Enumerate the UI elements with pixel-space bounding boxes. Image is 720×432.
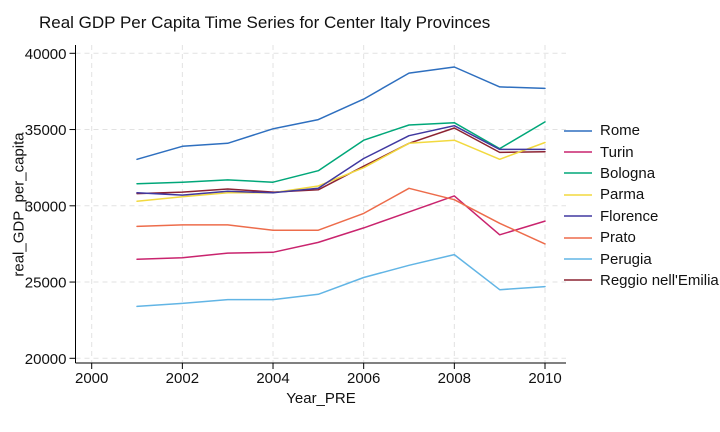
legend-item-reggio-nell-emilia: Reggio nell'Emilia (563, 270, 719, 291)
legend-item-bologna: Bologna (563, 163, 719, 184)
series-line-rome (136, 66, 546, 161)
legend-item-turin: Turin (563, 141, 719, 162)
legend-swatch-line-icon (564, 215, 592, 218)
x-axis-title: Year_PRE (286, 390, 356, 407)
legend-item-perugia: Perugia (563, 248, 719, 269)
x-tick-label: 2000 (75, 370, 108, 387)
x-tick-label: 2006 (347, 370, 380, 387)
x-tick-label: 2010 (528, 370, 561, 387)
y-tick-label: 40000 (25, 46, 67, 63)
legend-label: Turin (600, 143, 634, 161)
series-line-reggio-nell-emilia (136, 127, 546, 195)
legend-swatch-line-icon (564, 129, 592, 132)
x-tick-label: 2002 (166, 370, 199, 387)
y-tick-label: 35000 (25, 122, 67, 139)
legend-label: Rome (600, 122, 641, 140)
x-tick-label: 2008 (438, 370, 471, 387)
legend-label: Parma (600, 186, 645, 204)
series-line-florence (136, 124, 546, 196)
chart-title: Real GDP Per Capita Time Series for Cent… (39, 13, 491, 32)
legend-label: Perugia (600, 250, 652, 268)
legend-item-rome: Rome (563, 120, 719, 141)
legend-label: Reggio nell'Emilia (600, 271, 719, 289)
legend-swatch-line-icon (564, 194, 592, 196)
legend-label: Florence (600, 207, 659, 225)
legend-swatch-line-icon (564, 172, 592, 175)
series-line-perugia (136, 253, 546, 308)
y-tick-label: 30000 (25, 198, 67, 215)
legend-label: Prato (600, 229, 636, 247)
legend-swatch-line-icon (564, 236, 592, 239)
legend-swatch-line-icon (564, 258, 592, 260)
legend-swatch-line-icon (564, 279, 592, 282)
series-line-prato (136, 187, 546, 245)
legend: Rome Turin Bologna Parma Florence Prato Perugi… (563, 120, 719, 291)
legend-item-prato: Prato (563, 227, 719, 248)
series-line-bologna (136, 121, 546, 185)
legend-item-florence: Florence (563, 206, 719, 227)
x-tick-label: 2004 (256, 370, 289, 387)
legend-swatch-line-icon (564, 151, 592, 153)
y-tick-label: 20000 (25, 351, 67, 368)
legend-label: Bologna (600, 164, 656, 182)
y-tick-label: 25000 (25, 275, 67, 292)
series-line-parma (136, 139, 546, 202)
series-line-turin (136, 195, 546, 260)
legend-item-parma: Parma (563, 184, 719, 205)
